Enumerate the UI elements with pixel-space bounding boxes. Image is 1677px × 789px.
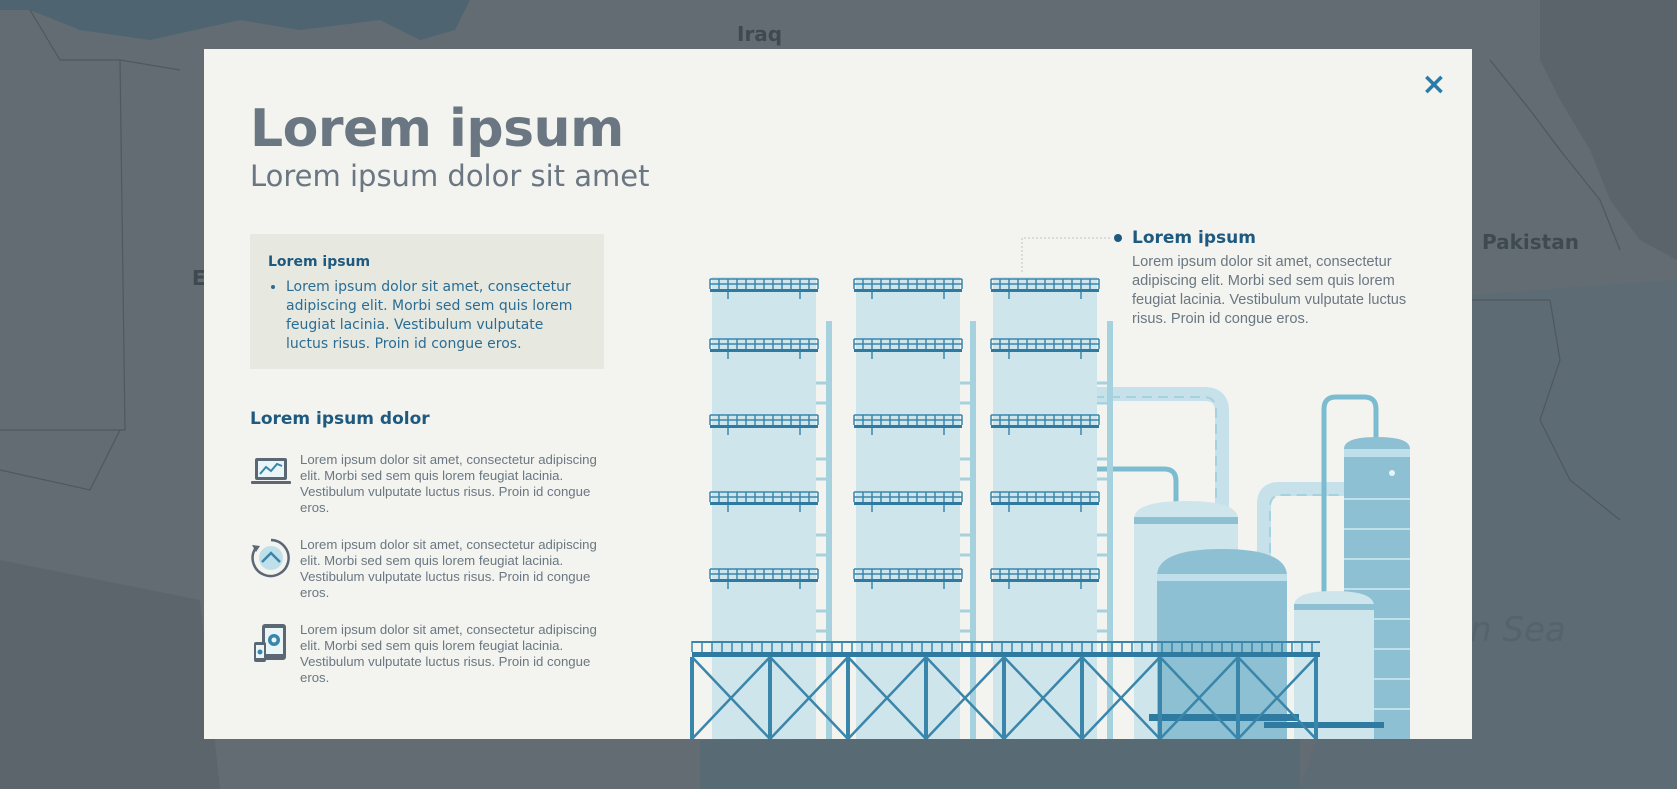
feature-text: Lorem ipsum dolor sit amet, consectetur … — [300, 622, 597, 685]
feature-text: Lorem ipsum dolor sit amet, consectetur … — [300, 452, 597, 515]
truss-brace — [1237, 656, 1317, 739]
truss-railing — [691, 641, 1313, 652]
info-box-heading: Lorem ipsum — [268, 254, 371, 270]
truss-brace — [1237, 656, 1317, 739]
callout-marker — [1114, 234, 1122, 242]
info-box-bullet: Lorem ipsum dolor sit amet, consectetur … — [286, 278, 586, 354]
truss-brace — [1003, 656, 1083, 739]
page-subtitle: Lorem ipsum dolor sit amet — [250, 159, 650, 193]
tower-platform-railing — [853, 491, 963, 512]
truss-brace — [925, 656, 1005, 739]
tower-platform-railing — [990, 414, 1100, 435]
close-icon: × — [1421, 67, 1447, 102]
modal-dialog: × Lorem ipsum Lorem ipsum dolor sit amet… — [204, 49, 1472, 739]
info-box: Lorem ipsum Lorem ipsum dolor sit amet, … — [250, 234, 604, 369]
truss-brace — [847, 656, 927, 739]
info-box-list: Lorem ipsum dolor sit amet, consectetur … — [268, 278, 586, 354]
page-title: Lorem ipsum — [250, 99, 624, 159]
tower-platform-railing — [853, 338, 963, 359]
tower-platform-railing — [709, 491, 819, 512]
truss-brace — [1081, 656, 1161, 739]
truss-brace — [1081, 656, 1161, 739]
laptop-chart-icon — [251, 458, 291, 484]
tower-platform-railing — [990, 491, 1100, 512]
tower-platform-railing — [709, 338, 819, 359]
devices-settings-icon — [254, 624, 286, 662]
truss-brace — [925, 656, 1005, 739]
map-label-iraq: Iraq — [737, 22, 783, 46]
tower-platform-railing — [853, 568, 963, 589]
gauge-refresh-icon — [251, 538, 290, 578]
tower-platform-railing — [709, 278, 819, 299]
section-title: Lorem ipsum dolor — [250, 409, 430, 429]
truss-brace — [769, 656, 849, 739]
truss-brace — [769, 656, 849, 739]
truss-brace — [847, 656, 927, 739]
truss-brace — [691, 656, 771, 739]
tower-platform-railing — [709, 568, 819, 589]
feature-item: Lorem ipsum dolor sit amet, consectetur … — [250, 537, 610, 607]
tower-platform-railing — [853, 414, 963, 435]
feature-item: Lorem ipsum dolor sit amet, consectetur … — [250, 452, 610, 522]
map-sea-label: n Sea — [1470, 610, 1566, 650]
callout-title: Lorem ipsum — [1132, 228, 1256, 248]
tower-platform-railing — [990, 338, 1100, 359]
truss-brace — [1003, 656, 1083, 739]
tower-platform-railing — [990, 568, 1100, 589]
truss-brace — [1159, 656, 1239, 739]
feature-item: Lorem ipsum dolor sit amet, consectetur … — [250, 622, 610, 692]
tower-platform-railing — [990, 278, 1100, 299]
truss-brace — [1159, 656, 1239, 739]
close-button[interactable]: × — [1418, 69, 1450, 101]
map-label-partial: E — [192, 266, 206, 290]
map-label-pakistan: Pakistan — [1482, 230, 1579, 254]
feature-text: Lorem ipsum dolor sit amet, consectetur … — [300, 537, 597, 600]
tower-platform-railing — [709, 414, 819, 435]
tower-platform-railing — [853, 278, 963, 299]
truss-brace — [691, 656, 771, 739]
callout-text: Lorem ipsum dolor sit amet, consectetur … — [1132, 254, 1407, 327]
